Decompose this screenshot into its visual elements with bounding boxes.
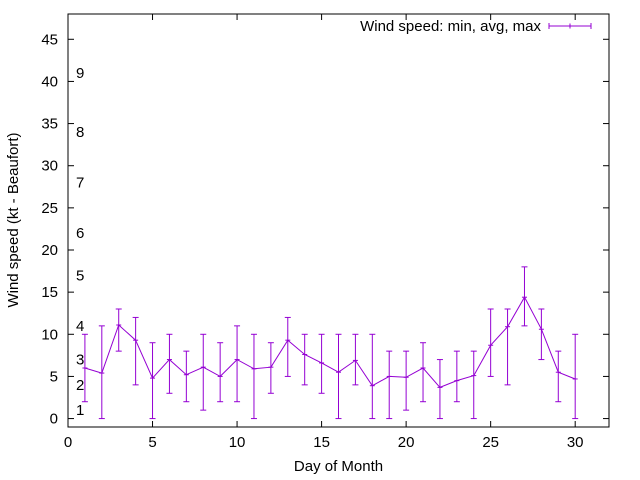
y-tick-label: 25: [41, 200, 58, 217]
data-point: [318, 333, 325, 394]
data-point: [521, 266, 528, 327]
y-tick-label: 10: [41, 326, 58, 343]
data-point: [234, 325, 241, 403]
y-tick-label: 5: [50, 368, 58, 385]
data-point: [183, 350, 190, 403]
data-point: [267, 342, 274, 394]
y-tick-label: 40: [41, 73, 58, 90]
y-tick-label: 35: [41, 116, 58, 133]
y-tick-label: 20: [41, 242, 58, 259]
data-point: [284, 316, 291, 377]
data-point: [217, 342, 224, 403]
data-point: [487, 308, 494, 377]
beaufort-label: 2: [76, 377, 84, 394]
legend-label: Wind speed: min, avg, max: [360, 18, 541, 35]
data-point: [436, 359, 443, 420]
beaufort-label: 1: [76, 402, 84, 419]
x-tick-label: 10: [229, 434, 246, 451]
data-point: [301, 333, 308, 386]
data-point: [132, 316, 139, 386]
data-point: [453, 350, 460, 403]
beaufort-label: 8: [76, 124, 84, 141]
y-axis-title: Wind speed (kt - Beaufort): [5, 132, 22, 307]
x-tick-label: 25: [482, 434, 499, 451]
beaufort-label: 6: [76, 225, 84, 242]
beaufort-label: 4: [76, 318, 84, 335]
data-point: [115, 308, 122, 352]
y-tick-label: 0: [50, 411, 58, 428]
legend: Wind speed: min, avg, max: [360, 18, 592, 35]
x-tick-label: 30: [567, 434, 584, 451]
data-point: [250, 333, 257, 420]
x-axis-title: Day of Month: [294, 458, 383, 475]
x-tick-label: 5: [148, 434, 156, 451]
beaufort-label: 3: [76, 352, 84, 369]
data-point: [470, 350, 477, 420]
beaufort-label: 9: [76, 65, 84, 82]
plot-frame: [67, 13, 610, 428]
series-line: [84, 296, 576, 388]
data-point: [555, 350, 562, 403]
data-point: [81, 333, 88, 403]
data-point: [200, 333, 207, 411]
beaufort-label: 7: [76, 175, 84, 192]
y-tick-label: 45: [41, 31, 58, 48]
data-point: [572, 333, 579, 420]
data-point: [166, 333, 173, 394]
data-point: [386, 350, 393, 420]
y-tick-label: 30: [41, 158, 58, 175]
x-tick-label: 15: [313, 434, 330, 451]
x-tick-label: 0: [64, 434, 72, 451]
data-point: [403, 350, 410, 411]
x-tick-label: 20: [398, 434, 415, 451]
data-point: [420, 342, 427, 403]
plot-data-layer: [81, 266, 579, 420]
data-point: [504, 308, 511, 386]
data-point: [335, 333, 342, 420]
data-point: [369, 333, 376, 420]
data-point: [352, 333, 359, 386]
beaufort-label: 5: [76, 267, 84, 284]
data-point: [98, 325, 105, 420]
data-point: [538, 308, 545, 361]
y-tick-label: 15: [41, 284, 58, 301]
data-point: [149, 342, 156, 420]
